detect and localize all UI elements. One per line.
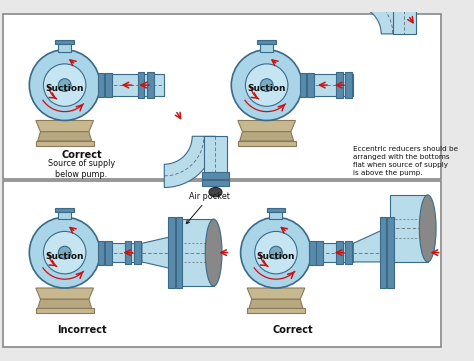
Circle shape: [241, 217, 311, 288]
Text: Suction: Suction: [247, 84, 286, 93]
Bar: [176, 217, 182, 288]
Circle shape: [270, 246, 283, 259]
Circle shape: [246, 64, 288, 106]
Bar: [105, 240, 112, 265]
Bar: [36, 141, 93, 145]
Polygon shape: [353, 0, 404, 34]
Circle shape: [44, 231, 86, 274]
Bar: [346, 242, 352, 264]
Polygon shape: [38, 132, 91, 141]
Bar: [336, 242, 343, 264]
Polygon shape: [36, 121, 93, 132]
Bar: [105, 73, 112, 97]
Circle shape: [255, 231, 297, 274]
Polygon shape: [249, 299, 303, 309]
Bar: [260, 42, 273, 52]
Polygon shape: [247, 288, 305, 299]
Polygon shape: [353, 229, 386, 262]
Bar: [320, 243, 353, 262]
Bar: [58, 42, 71, 52]
Bar: [391, 195, 428, 262]
Text: Correct: Correct: [273, 325, 313, 335]
Bar: [138, 72, 144, 98]
Bar: [300, 73, 306, 97]
Bar: [55, 208, 74, 212]
Bar: [387, 217, 394, 288]
Bar: [98, 73, 104, 97]
Bar: [380, 217, 386, 288]
Bar: [317, 240, 323, 265]
Bar: [109, 74, 164, 96]
Polygon shape: [238, 121, 295, 132]
Bar: [134, 242, 141, 264]
Bar: [125, 242, 131, 264]
Bar: [307, 73, 314, 97]
Bar: [204, 136, 227, 175]
Bar: [179, 219, 214, 286]
Ellipse shape: [205, 219, 222, 286]
Bar: [3, 14, 441, 179]
Bar: [346, 72, 352, 98]
Polygon shape: [36, 288, 93, 299]
Circle shape: [29, 217, 100, 288]
Bar: [309, 240, 316, 265]
Text: Suction: Suction: [257, 252, 295, 261]
Circle shape: [58, 246, 71, 259]
Bar: [168, 217, 175, 288]
Bar: [201, 179, 229, 186]
Circle shape: [58, 79, 71, 91]
Circle shape: [44, 64, 86, 106]
Text: Correct: Correct: [61, 150, 102, 160]
Circle shape: [260, 79, 273, 91]
Polygon shape: [142, 236, 174, 269]
Bar: [55, 40, 74, 44]
Bar: [257, 40, 276, 44]
Bar: [336, 72, 343, 98]
Bar: [393, 0, 416, 34]
Text: Eccentric reducers should be
arranged with the bottoms
flat when source of suppl: Eccentric reducers should be arranged wi…: [353, 145, 458, 175]
Bar: [238, 141, 295, 145]
Bar: [36, 309, 93, 313]
Ellipse shape: [209, 187, 222, 197]
Circle shape: [29, 50, 100, 121]
Bar: [98, 240, 104, 265]
Polygon shape: [164, 136, 216, 187]
Ellipse shape: [419, 195, 436, 262]
Text: Suction: Suction: [46, 252, 84, 261]
Polygon shape: [240, 132, 294, 141]
Text: Source of supply
below pump.: Source of supply below pump.: [48, 158, 115, 179]
Text: Air pocket: Air pocket: [186, 192, 230, 223]
Bar: [269, 210, 283, 219]
Bar: [147, 72, 154, 98]
Bar: [247, 309, 305, 313]
Bar: [109, 243, 142, 262]
Text: Incorrect: Incorrect: [56, 325, 106, 335]
Polygon shape: [38, 299, 91, 309]
Bar: [310, 74, 353, 96]
Bar: [201, 172, 229, 179]
Bar: [267, 208, 285, 212]
Circle shape: [231, 50, 302, 121]
Bar: [3, 181, 441, 347]
Text: Suction: Suction: [46, 84, 84, 93]
Bar: [58, 210, 71, 219]
